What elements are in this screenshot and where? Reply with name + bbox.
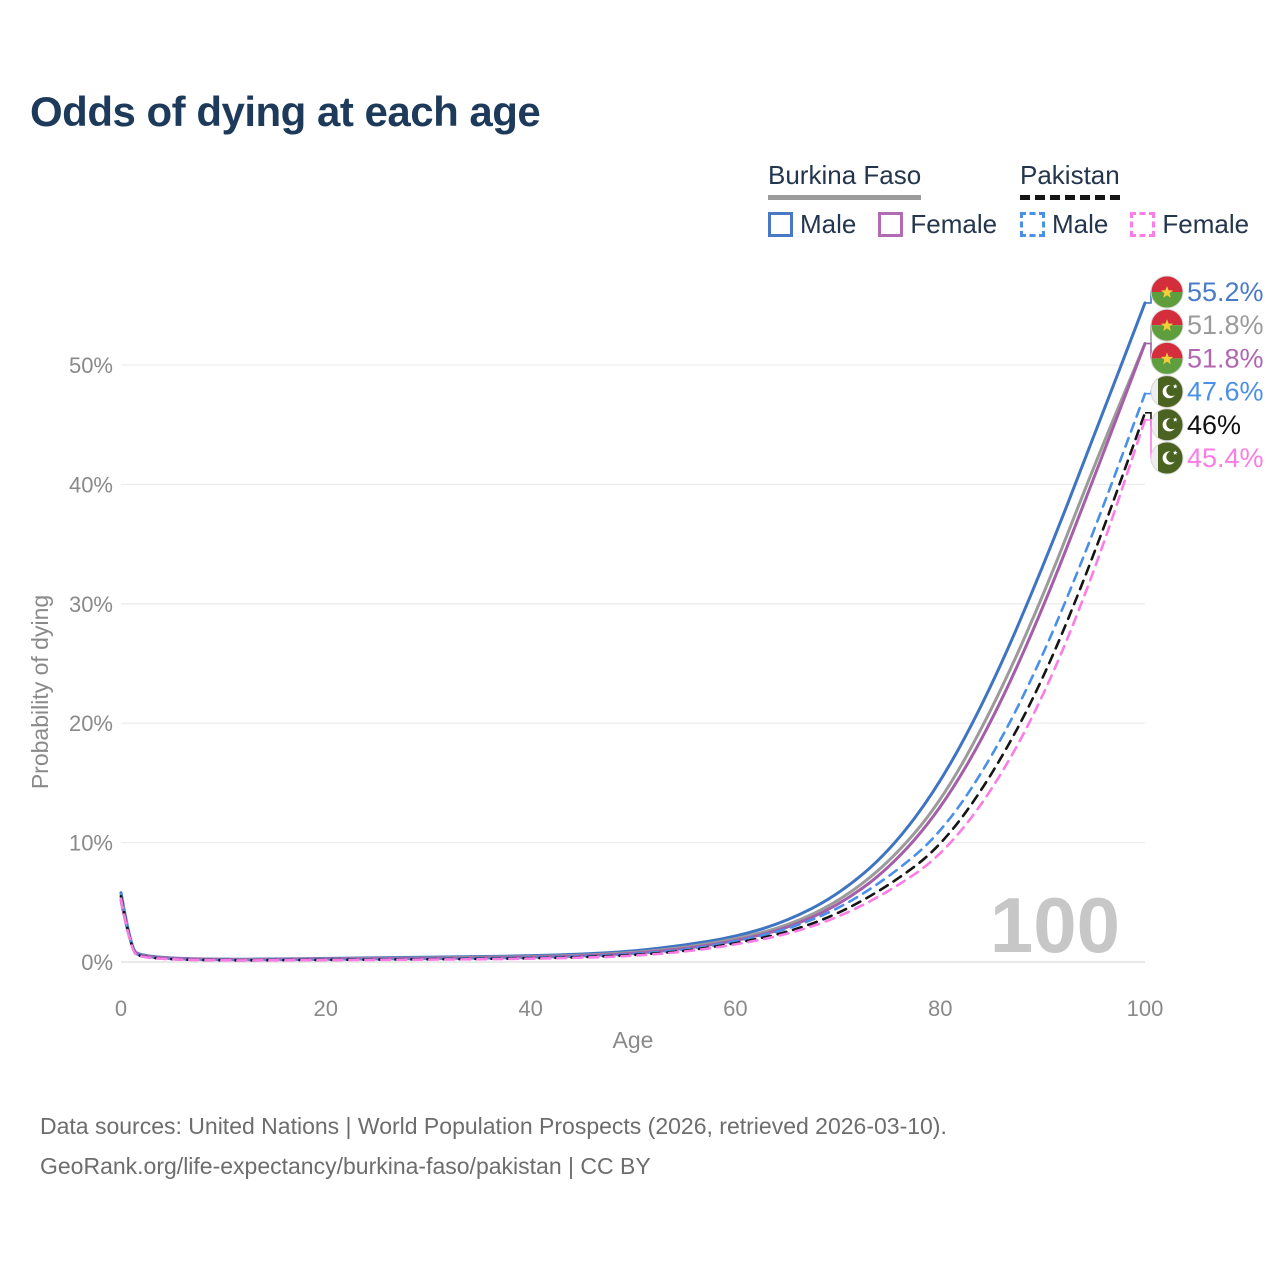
series-line-burkina-faso-male	[119, 301, 1147, 961]
pakistan-female-label: Female	[1162, 209, 1250, 239]
legend-item-burkina-faso-male[interactable]: Male	[768, 209, 856, 240]
x-tick-20: 20	[314, 996, 338, 1021]
y-axis-title: Probability of dying	[27, 595, 53, 789]
legend-items-burkina-faso: Male Female	[768, 209, 997, 240]
flag-pakistan-icon	[1150, 408, 1184, 442]
source-line-1: Data sources: United Nations | World Pop…	[40, 1113, 947, 1139]
y-tick-10: 10%	[69, 831, 113, 856]
end-label-pakistan-all: 46%	[1187, 410, 1241, 440]
legend-group-burkina-faso: Burkina Faso Male Female	[768, 160, 997, 240]
burkina-faso-male-swatch-icon	[768, 212, 793, 237]
end-label-burkina-faso-all: 51.8%	[1187, 310, 1264, 340]
page-title: Odds of dying at each age	[30, 88, 541, 135]
flag-burkina-faso-icon	[1150, 275, 1184, 309]
burkina-faso-male-label: Male	[800, 209, 857, 239]
legend-group-pakistan: Pakistan Male Female	[1020, 160, 1249, 240]
legend-item-burkina-faso-female[interactable]: Female	[878, 209, 997, 240]
source-line-2: GeoRank.org/life-expectancy/burkina-faso…	[40, 1153, 651, 1179]
x-tick-100: 100	[1127, 996, 1164, 1021]
x-tick-0: 0	[115, 996, 127, 1021]
legend-country-pakistan[interactable]: Pakistan	[1020, 160, 1120, 200]
y-tick-50: 50%	[69, 353, 113, 378]
pakistan-male-label: Male	[1052, 209, 1109, 239]
x-axis-title: Age	[613, 1027, 654, 1053]
pakistan-female-swatch-icon	[1130, 212, 1156, 237]
flag-burkina-faso-icon	[1150, 308, 1184, 342]
x-tick-40: 40	[518, 996, 542, 1021]
flag-burkina-faso-icon	[1150, 341, 1184, 375]
source-footer: Data sources: United Nations | World Pop…	[40, 1106, 1240, 1186]
legend-country-burkina-faso[interactable]: Burkina Faso	[768, 160, 922, 200]
end-label-burkina-faso-female: 51.8%	[1187, 343, 1264, 373]
series-line-pakistan-male	[119, 392, 1147, 962]
end-label-burkina-faso-male: 55.2%	[1187, 277, 1264, 307]
y-tick-40: 40%	[69, 472, 113, 497]
legend-items-pakistan: Male Female	[1020, 209, 1249, 240]
flag-pakistan-icon	[1150, 441, 1184, 475]
x-tick-60: 60	[723, 996, 747, 1021]
x-axis-ticks: 0 20 40 60 80 100	[115, 996, 1163, 1021]
legend-item-pakistan-male[interactable]: Male	[1020, 209, 1108, 240]
end-label-pakistan-male: 47.6%	[1187, 377, 1264, 407]
series-line-pakistan-female	[119, 418, 1147, 962]
series-lines	[119, 301, 1147, 962]
flag-pakistan-icon	[1150, 375, 1184, 409]
end-label-pakistan-female: 45.4%	[1187, 443, 1264, 473]
legend-item-pakistan-female[interactable]: Female	[1130, 209, 1249, 240]
age-watermark: 100	[990, 881, 1120, 969]
burkina-faso-female-swatch-icon	[878, 212, 904, 237]
gridlines	[121, 364, 1145, 963]
series-line-burkina-faso-female	[119, 342, 1147, 962]
series-end-labels: 55.2%51.8%51.8%47.6%46%45.4%	[1145, 275, 1264, 475]
pakistan-male-swatch-icon	[1020, 212, 1045, 237]
y-tick-30: 30%	[69, 592, 113, 617]
y-tick-20: 20%	[69, 711, 113, 736]
y-axis-ticks: 0% 10% 20% 30% 40% 50%	[69, 353, 113, 975]
y-tick-0: 0%	[81, 950, 113, 975]
burkina-faso-female-label: Female	[910, 209, 998, 239]
series-line-burkina-faso-all	[119, 342, 1147, 962]
x-tick-80: 80	[928, 996, 952, 1021]
